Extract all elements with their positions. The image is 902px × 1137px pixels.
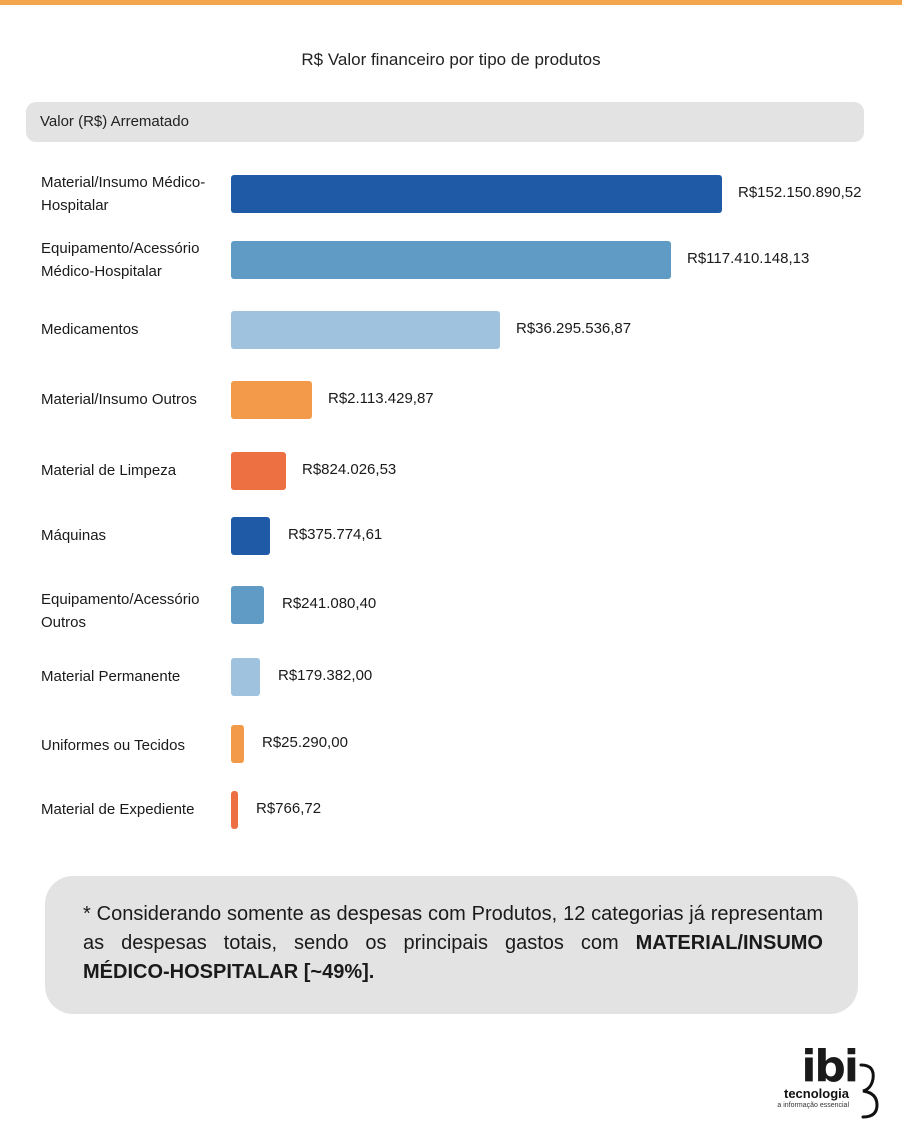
- logo-mark: ibi: [801, 1045, 859, 1089]
- category-label: Equipamento/Acessório Médico-Hospitalar: [41, 240, 200, 280]
- category-label: Material de Limpeza: [41, 462, 177, 479]
- category-label: Material Permanente: [41, 668, 181, 685]
- note-highlight: MATERIAL/INSUMO MÉDICO-HOSPITALAR [~49%]…: [83, 932, 823, 983]
- category-label: Material/Insumo Médico-Hospitalar: [41, 174, 206, 214]
- note-panel: * Considerando somente as despesas com P…: [45, 876, 858, 1014]
- category-label: Máquinas: [41, 527, 107, 544]
- bar: [231, 175, 722, 213]
- top-accent-stripe: [0, 0, 902, 5]
- bar: [231, 241, 671, 279]
- value-label: R$375.774,61: [288, 526, 383, 543]
- value-label: R$766,72: [256, 800, 322, 817]
- series-header-band: Valor (R$) Arrematado: [26, 102, 864, 142]
- bar: [231, 586, 264, 624]
- value-label: R$25.290,00: [262, 734, 348, 751]
- logo-swirl-icon: [859, 1063, 879, 1119]
- bar: [231, 791, 238, 829]
- category-label: Uniformes ou Tecidos: [41, 737, 185, 754]
- bar: [231, 725, 244, 763]
- ibi-logo: ibi tecnologia a informação essencial: [755, 1045, 885, 1120]
- bar: [231, 311, 500, 349]
- bar: [231, 452, 286, 490]
- value-label: R$241.080,40: [282, 595, 377, 612]
- bar: [231, 658, 260, 696]
- value-label: R$117.410.148,13: [687, 250, 810, 267]
- chart-title: R$ Valor financeiro por tipo de produtos: [301, 50, 601, 69]
- bar: [231, 517, 270, 555]
- category-label: Material de Expediente: [41, 801, 195, 818]
- note-body: * Considerando somente as despesas com P…: [83, 903, 823, 954]
- series-header-label: Valor (R$) Arrematado: [40, 113, 189, 130]
- value-label: R$36.295.536,87: [516, 320, 632, 337]
- category-label: Medicamentos: [41, 321, 139, 338]
- category-label: Equipamento/Acessório Outros: [41, 591, 200, 631]
- value-label: R$824.026,53: [302, 461, 397, 478]
- bar-chart: Material/Insumo Médico-Hospitalar R$152.1…: [41, 174, 862, 829]
- bar: [231, 381, 312, 419]
- logo-mark-text: ibi: [801, 1041, 859, 1092]
- note-text: * Considerando somente as despesas com P…: [83, 900, 823, 987]
- logo-wordmark: tecnologia: [783, 1086, 849, 1101]
- value-label: R$2.113.429,87: [328, 390, 434, 407]
- value-label: R$179.382,00: [278, 667, 373, 684]
- category-label: Material/Insumo Outros: [41, 391, 197, 408]
- value-label: R$152.150.890,52: [738, 184, 862, 201]
- logo-tagline: a informação essencial: [777, 1102, 849, 1109]
